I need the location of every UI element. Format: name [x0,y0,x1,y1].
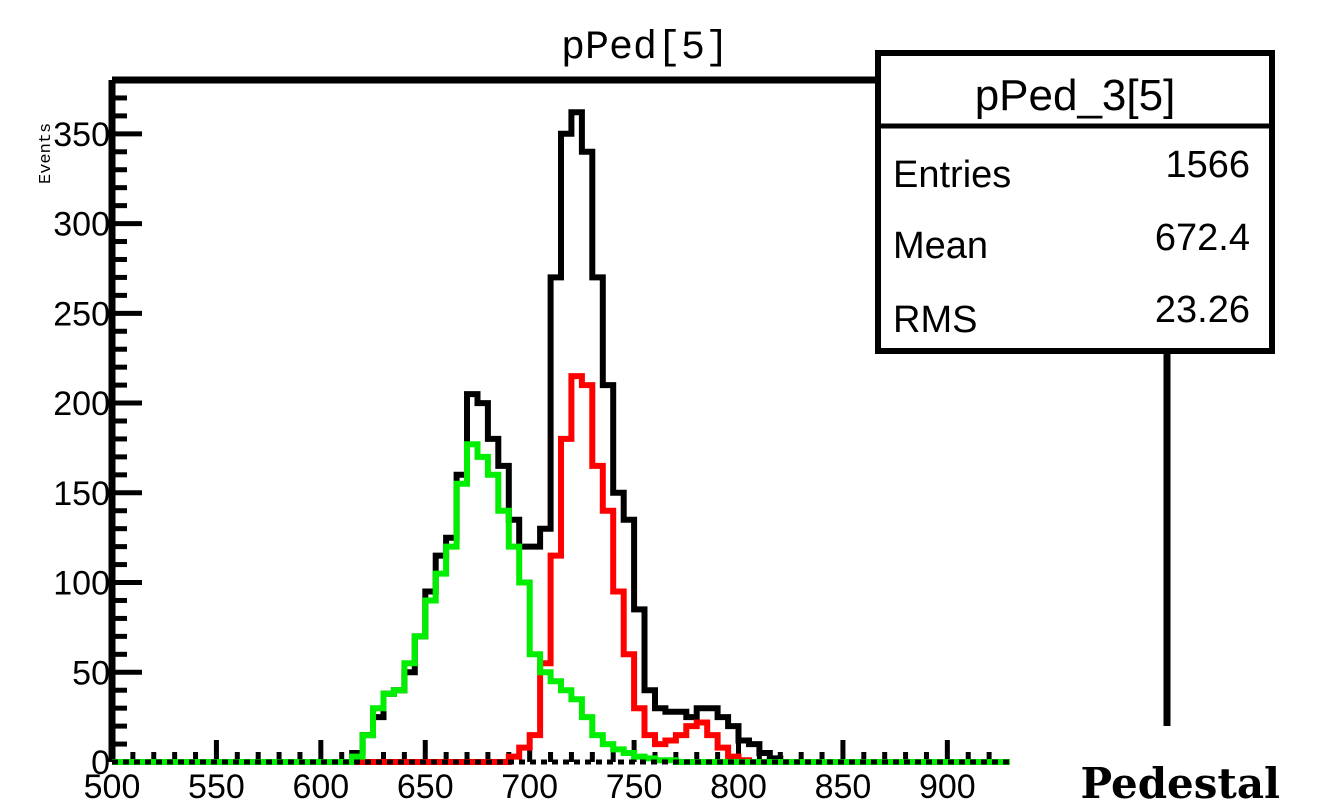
y-tick-label: 100 [53,565,110,603]
stats-box-frame [875,50,1275,354]
series-line-2 [112,441,1010,765]
x-tick-label: 850 [815,768,872,806]
stats-box-title: pPed_3[5] [975,71,1176,120]
y-tick-labels: 0 50 100 150 200 250 300 350 [53,116,110,782]
stats-mean-label: Mean [893,225,988,267]
y-tick-label: 300 [53,206,110,244]
x-tick-label: 650 [397,768,454,806]
stats-entries-label: Entries [893,154,1011,196]
y-tick-label: 350 [53,116,110,154]
stats-box: pPed_3[5] Entries 1566 Mean 672.4 RMS 23… [875,50,1275,354]
x-tick-label: 500 [84,768,141,806]
y-tick-label: 150 [53,475,110,513]
y-tick-label: 250 [53,295,110,333]
stats-entries-value: 1566 [1165,144,1250,186]
histogram-series [112,109,1010,765]
y-axis-title: Events [37,123,56,184]
stats-mean-value: 672.4 [1155,217,1250,259]
x-tick-label: 700 [501,768,558,806]
chart-title: pPed[5] [561,26,729,71]
y-tick-label: 0 [91,744,110,782]
stats-rms-label: RMS [893,299,977,341]
y-tick-label: 200 [53,385,110,423]
x-axis-title: Pedestal [1081,759,1280,808]
x-tick-label: 550 [188,768,245,806]
x-tick-label: 750 [606,768,663,806]
x-tick-label: 800 [710,768,767,806]
y-tick-label: 50 [72,654,110,692]
x-tick-label: 900 [919,768,976,806]
series-line-1 [112,373,1010,765]
x-tick-labels: 500 550 600 650 700 750 800 850 900 [84,768,976,806]
x-tick-label: 600 [292,768,349,806]
stats-rms-value: 23.26 [1155,289,1250,331]
